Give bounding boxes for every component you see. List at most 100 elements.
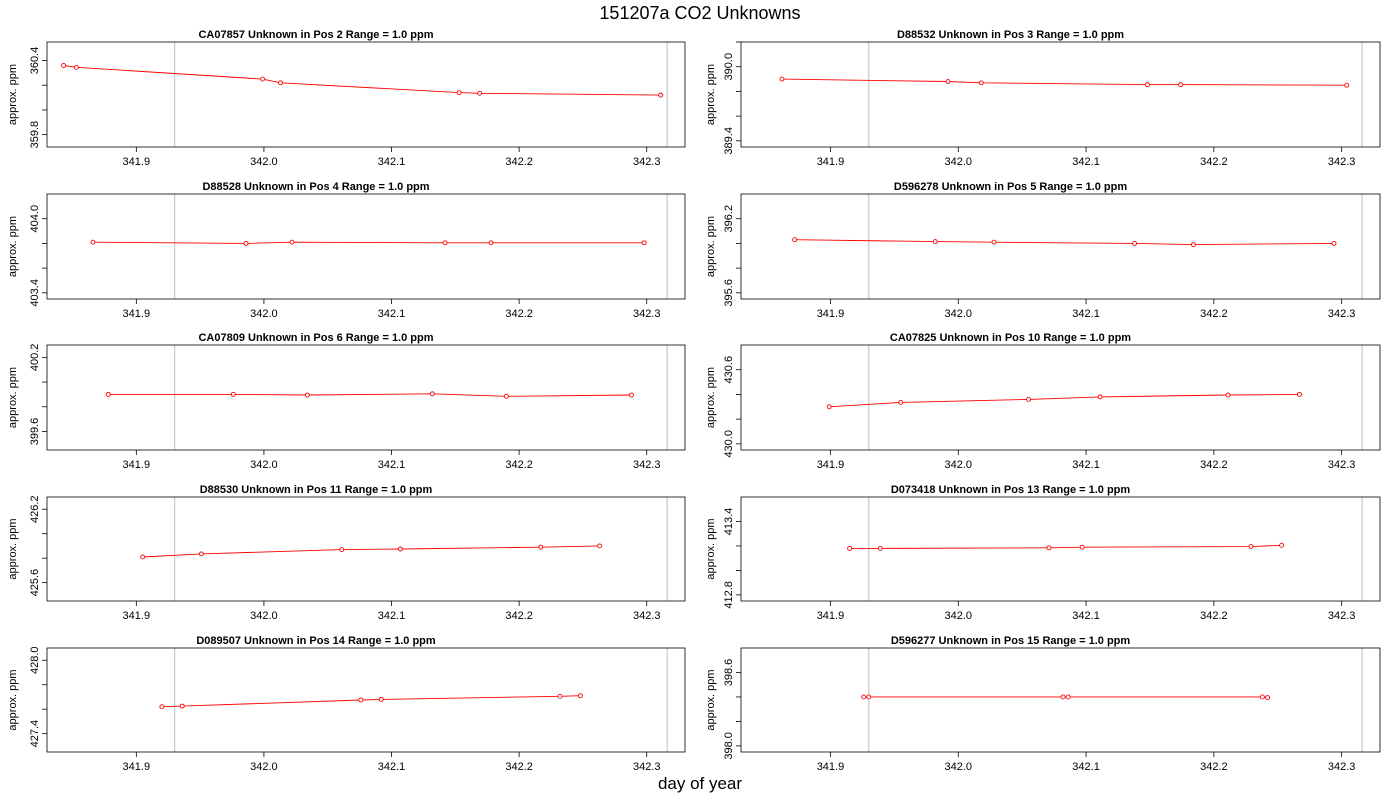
data-point xyxy=(61,63,67,68)
data-point xyxy=(1225,392,1231,398)
chart-panel-3: D88528 Unknown in Pos 4 Range = 1.0 ppm 4… xyxy=(7,181,686,320)
data-point xyxy=(1265,695,1270,701)
data-point xyxy=(358,697,364,703)
x-tick-label: 342.2 xyxy=(1200,761,1228,773)
data-point xyxy=(140,554,146,560)
x-tick-label: 342.1 xyxy=(378,459,406,471)
panel-title: D88532 Unknown in Pos 3 Range = 1.0 ppm xyxy=(897,29,1124,41)
data-point xyxy=(230,391,236,397)
x-tick-label: 342.1 xyxy=(1072,308,1100,320)
data-point xyxy=(1248,544,1254,550)
y-tick-label: 412.8 xyxy=(723,581,735,609)
plot-frame xyxy=(46,344,686,451)
x-tick-label: 342.1 xyxy=(1072,610,1100,622)
data-point xyxy=(73,64,79,70)
data-point xyxy=(932,239,938,245)
x-tick-label: 342.2 xyxy=(505,761,533,773)
plot-frame xyxy=(740,496,1381,602)
x-tick-label: 342.3 xyxy=(633,761,661,773)
x-axis-label: day of year xyxy=(657,774,743,793)
panel-title: D596277 Unknown in Pos 15 Range = 1.0 pp… xyxy=(891,635,1131,647)
data-point xyxy=(1344,82,1350,88)
data-point xyxy=(488,240,494,246)
data-point xyxy=(1279,542,1285,548)
data-point xyxy=(1297,391,1302,397)
data-point xyxy=(557,693,563,699)
y-tick-label: 398.6 xyxy=(723,659,735,687)
x-tick-label: 341.9 xyxy=(817,308,845,320)
data-point xyxy=(179,703,185,709)
y-tick-label: 399.6 xyxy=(29,418,41,446)
x-tick-label: 341.9 xyxy=(817,610,845,622)
y-tick-label: 413.4 xyxy=(723,508,735,536)
data-point xyxy=(1079,544,1085,550)
data-point xyxy=(978,80,984,86)
data-point xyxy=(1026,396,1032,402)
data-point xyxy=(1190,242,1196,248)
plot-frame xyxy=(46,496,686,602)
x-tick-label: 342.2 xyxy=(505,156,533,168)
x-tick-label: 342.0 xyxy=(944,610,972,622)
x-tick-label: 341.9 xyxy=(123,156,151,168)
data-point xyxy=(945,79,951,84)
x-tick-label: 342.3 xyxy=(1328,610,1356,622)
y-axis-label: approx. ppm xyxy=(7,367,19,428)
x-tick-label: 342.0 xyxy=(944,459,972,471)
plot-frame xyxy=(740,344,1381,451)
data-point xyxy=(339,547,345,553)
x-tick-label: 342.0 xyxy=(250,308,278,320)
chart-panel-5: CA07809 Unknown in Pos 6 Range = 1.0 ppm… xyxy=(7,332,686,471)
data-point xyxy=(779,76,785,82)
x-tick-label: 342.3 xyxy=(1328,459,1356,471)
x-tick-label: 342.3 xyxy=(1328,761,1356,773)
data-point xyxy=(826,404,832,410)
x-tick-label: 342.0 xyxy=(250,156,278,168)
data-point xyxy=(898,399,904,405)
chart-panel-4: D596278 Unknown in Pos 5 Range = 1.0 ppm… xyxy=(705,181,1381,320)
series-line xyxy=(142,545,600,558)
data-point xyxy=(1331,240,1337,246)
y-tick-label: 400.2 xyxy=(29,344,41,372)
x-tick-label: 342.2 xyxy=(1200,610,1228,622)
y-axis-label: approx. ppm xyxy=(705,216,717,277)
series-line xyxy=(849,544,1282,549)
data-point xyxy=(641,240,647,246)
data-point xyxy=(658,92,664,98)
data-point xyxy=(260,76,266,82)
y-tick-label: 359.8 xyxy=(29,121,41,149)
data-point xyxy=(1259,694,1265,700)
chart-panel-1: CA07857 Unknown in Pos 2 Range = 1.0 ppm… xyxy=(7,29,686,168)
data-point xyxy=(1097,394,1103,400)
series-line xyxy=(92,241,645,244)
y-axis-label: approx. ppm xyxy=(7,64,19,125)
data-point xyxy=(278,80,283,86)
y-axis-label: approx. ppm xyxy=(705,518,717,579)
x-tick-label: 342.3 xyxy=(633,459,661,471)
x-tick-label: 341.9 xyxy=(123,761,151,773)
x-tick-label: 342.3 xyxy=(1328,308,1356,320)
x-tick-label: 341.9 xyxy=(817,459,845,471)
plot-frame xyxy=(46,193,686,300)
y-tick-label: 404.0 xyxy=(29,205,41,233)
x-tick-label: 342.0 xyxy=(250,459,278,471)
x-tick-label: 342.1 xyxy=(378,156,406,168)
chart-panel-8: D073418 Unknown in Pos 13 Range = 1.0 pp… xyxy=(705,484,1381,622)
data-point xyxy=(456,90,462,96)
series-line xyxy=(781,78,1347,86)
data-point xyxy=(1178,82,1184,88)
x-tick-label: 341.9 xyxy=(817,761,845,773)
plot-frame xyxy=(46,41,686,148)
y-tick-label: 403.4 xyxy=(29,279,41,307)
data-point xyxy=(847,545,853,551)
data-point xyxy=(304,392,310,398)
y-tick-label: 395.6 xyxy=(723,279,735,307)
data-point xyxy=(429,391,435,397)
data-point xyxy=(861,694,867,700)
data-point xyxy=(877,545,883,551)
data-point xyxy=(477,90,483,96)
data-point xyxy=(628,392,634,398)
x-tick-label: 342.1 xyxy=(378,610,406,622)
x-tick-label: 342.1 xyxy=(1072,156,1100,168)
series-line xyxy=(161,695,581,708)
data-point xyxy=(378,696,384,702)
